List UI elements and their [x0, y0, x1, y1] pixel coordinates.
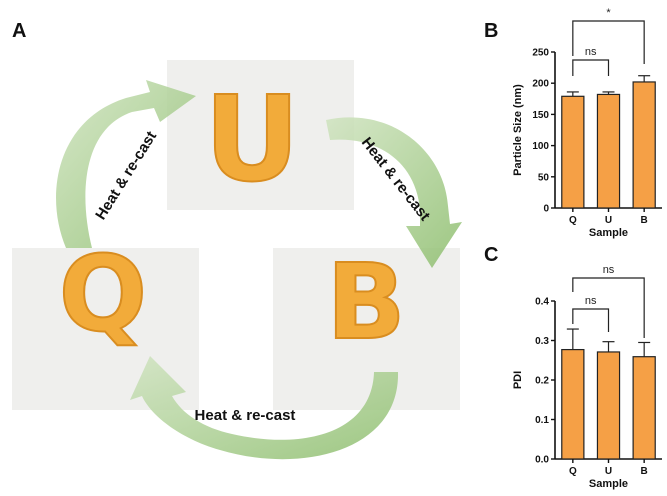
photo-right [273, 248, 460, 410]
y-tick-label: 150 [532, 110, 549, 121]
letter-b: B [326, 241, 405, 363]
y-tick-label: 0 [543, 204, 549, 215]
y-tick-label: 0.4 [535, 297, 549, 308]
bar-b [632, 356, 656, 460]
letter-u: U [204, 70, 300, 208]
x-tick-label: Q [569, 466, 577, 477]
arrow-label-bottom: Heat & re-cast [195, 407, 296, 424]
y-tick-label: 200 [532, 79, 549, 90]
y-tick-label: 250 [532, 48, 549, 59]
y-axis-title: Particle Size (nm) [512, 84, 524, 176]
significance-bracket [572, 59, 610, 76]
y-tick-label: 0.2 [535, 376, 549, 387]
significance-label: ns [585, 46, 597, 58]
letter-q: Q [59, 233, 147, 355]
arrow-u-to-b [326, 117, 462, 268]
x-tick-label: B [641, 466, 648, 477]
y-tick-label: 0.0 [535, 455, 549, 466]
y-tick-label: 0.1 [535, 415, 549, 426]
photo-top [167, 60, 354, 210]
bar-u [596, 351, 621, 460]
y-tick-label: 100 [532, 141, 549, 152]
arrow-b-to-q [130, 356, 399, 460]
significance-bracket [572, 308, 610, 332]
significance-label: ns [603, 264, 615, 276]
panel-label-c: C [484, 244, 499, 266]
y-tick-label: 0.3 [535, 336, 549, 347]
x-tick-label: U [605, 215, 612, 226]
panel-label-a: A [12, 20, 27, 42]
bar-q [561, 348, 585, 460]
panel-label-b: B [484, 20, 499, 42]
significance-bracket [572, 20, 645, 64]
x-axis-title: Sample [589, 478, 628, 490]
y-axis-title: PDI [512, 371, 524, 389]
y-tick-label: 50 [538, 172, 550, 183]
x-tick-label: Q [569, 215, 577, 226]
x-tick-label: U [605, 466, 612, 477]
arrow-q-to-u [56, 80, 197, 248]
significance-label: ns [585, 295, 597, 307]
significance-bracket [572, 277, 645, 338]
x-axis-title: Sample [589, 227, 628, 239]
significance-label: * [606, 7, 611, 19]
x-tick-label: B [641, 215, 648, 226]
